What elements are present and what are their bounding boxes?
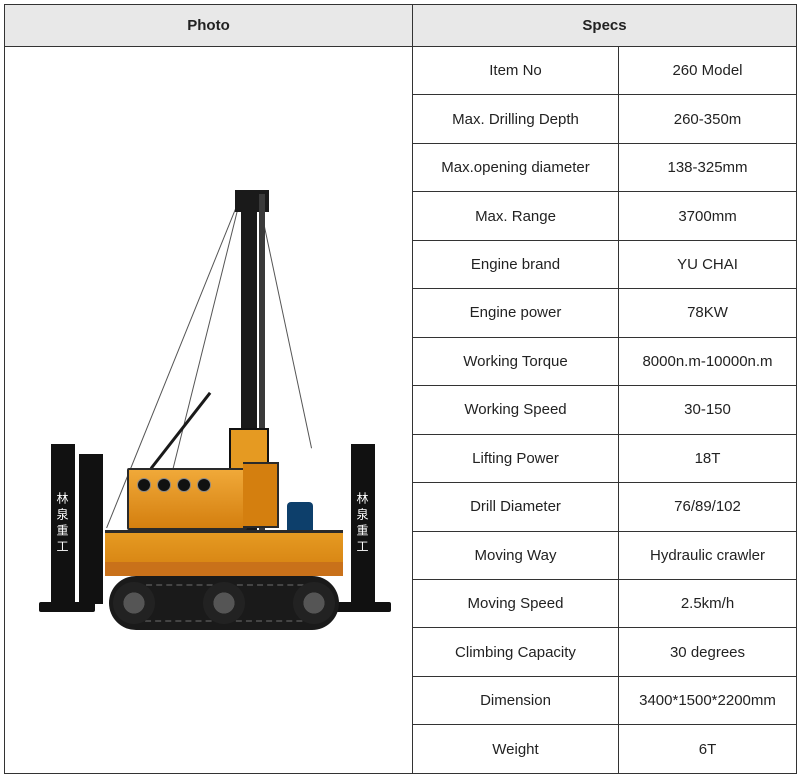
- spec-label: Dimension: [413, 676, 619, 724]
- photo-cell: 林泉重工 林泉重工 260: [5, 47, 413, 774]
- header-row: Photo Specs: [5, 5, 797, 47]
- spec-value: 8000n.m-10000n.m: [619, 337, 797, 385]
- spec-value: 30-150: [619, 386, 797, 434]
- spec-label: Working Speed: [413, 386, 619, 434]
- spec-value: 3700mm: [619, 192, 797, 240]
- spec-label: Working Torque: [413, 337, 619, 385]
- pillar-left: 林泉重工: [51, 444, 75, 604]
- spec-value: YU CHAI: [619, 240, 797, 288]
- spec-value: 2.5km/h: [619, 579, 797, 627]
- spec-label: Engine brand: [413, 240, 619, 288]
- spec-label: Max. Range: [413, 192, 619, 240]
- rig-cab: 260: [127, 468, 247, 530]
- spec-value: 3400*1500*2200mm: [619, 676, 797, 724]
- spec-row: 林泉重工 林泉重工 260: [5, 47, 797, 95]
- spec-value: 260-350m: [619, 95, 797, 143]
- spec-label: Max. Drilling Depth: [413, 95, 619, 143]
- spec-label: Item No: [413, 47, 619, 95]
- spec-label: Moving Speed: [413, 579, 619, 627]
- model-badge: 260: [245, 488, 275, 503]
- spec-label: Lifting Power: [413, 434, 619, 482]
- spec-value: 30 degrees: [619, 628, 797, 676]
- spec-label: Drill Diameter: [413, 483, 619, 531]
- pillar-right: 林泉重工: [351, 444, 375, 604]
- spec-value: Hydraulic crawler: [619, 531, 797, 579]
- header-specs: Specs: [413, 5, 797, 47]
- spec-value: 6T: [619, 725, 797, 774]
- spec-label: Max.opening diameter: [413, 143, 619, 191]
- spec-value: 138-325mm: [619, 143, 797, 191]
- product-photo: 林泉重工 林泉重工 260: [5, 47, 412, 773]
- spec-label: Weight: [413, 725, 619, 774]
- spec-label: Climbing Capacity: [413, 628, 619, 676]
- spec-value: 18T: [619, 434, 797, 482]
- spec-value: 78KW: [619, 289, 797, 337]
- spec-value: 76/89/102: [619, 483, 797, 531]
- spec-label: Moving Way: [413, 531, 619, 579]
- rig-deck: [105, 530, 343, 576]
- spec-value: 260 Model: [619, 47, 797, 95]
- spec-table: Photo Specs 林泉重工: [4, 4, 797, 774]
- spec-label: Engine power: [413, 289, 619, 337]
- header-photo: Photo: [5, 5, 413, 47]
